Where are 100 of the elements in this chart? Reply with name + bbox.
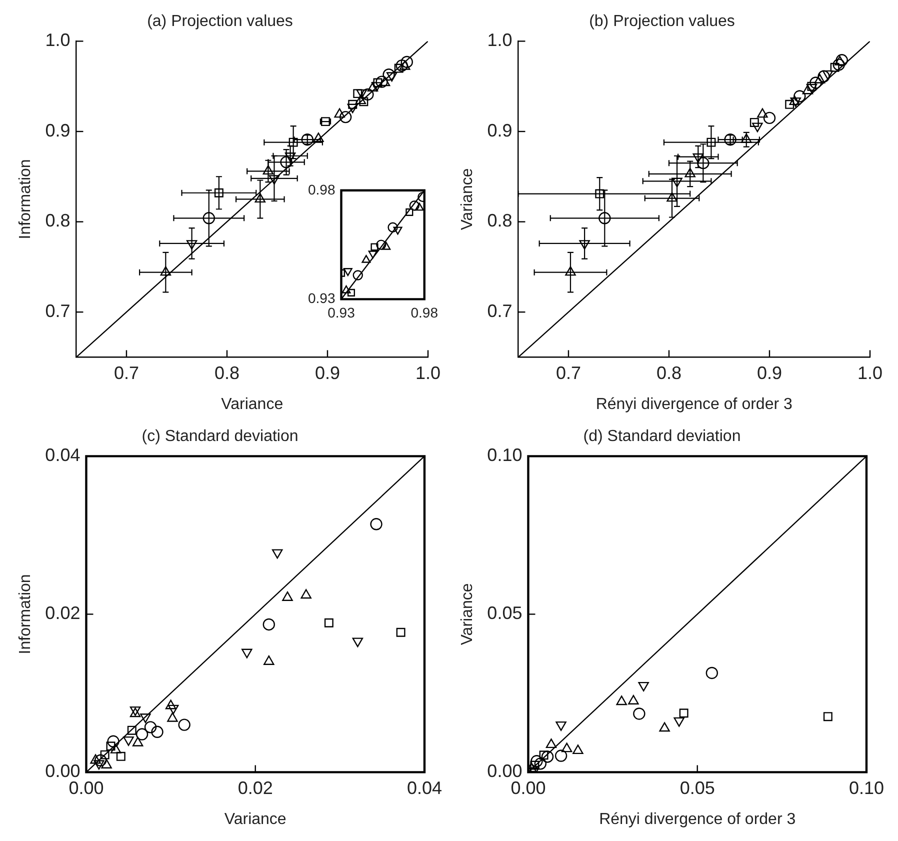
point [394,64,404,73]
point [264,656,274,665]
point [373,78,382,88]
x-tick-label: 0.10 [848,778,884,798]
point [400,56,413,68]
point [556,721,566,731]
y-tick-label: 0.10 [487,445,522,466]
point [757,108,768,118]
point [94,754,107,766]
point [160,266,172,276]
point [352,270,363,280]
x-tick-label: 0.7 [114,362,139,383]
point [127,726,136,735]
point [165,700,176,710]
y-tick-label: 1.0 [487,30,512,50]
point [823,712,832,722]
point [288,138,298,147]
point [262,618,275,631]
x-axis-title: Rényi divergence of order 3 [599,810,796,828]
point [814,74,826,84]
point [396,628,406,637]
point [706,666,718,680]
point [348,100,358,109]
point [368,250,378,259]
point [409,200,420,211]
point [818,70,830,83]
point [376,76,388,88]
point [342,285,351,294]
point [834,56,846,66]
point [659,722,670,732]
point [202,212,215,224]
point [666,192,678,202]
point [382,242,391,250]
point [301,134,314,146]
point [324,618,334,628]
x-tick-label: 0.02 [238,778,273,798]
y-tick-label: 0.9 [487,120,512,140]
point [106,742,116,751]
point [741,134,752,143]
point [379,76,390,86]
point [546,738,557,748]
point [530,755,543,768]
point [214,188,224,198]
point [406,208,414,216]
x-tick-label: 0.7 [556,362,581,383]
point [561,742,572,752]
point [822,70,834,80]
point [254,193,266,203]
point [313,132,324,142]
point [396,59,408,72]
y-tick-label: 0.8 [487,210,512,231]
point [334,108,345,118]
point [136,728,148,740]
point [370,518,382,530]
point [300,589,312,599]
point [836,54,848,66]
point [598,212,611,224]
y-tick-label: 0.02 [45,603,80,624]
x-axis-title: Rényi divergence of order 3 [596,396,792,413]
y-axis-title: Variance [459,583,476,646]
point [90,754,101,764]
y-axis-title: Information [17,574,34,654]
chart-title: (b) Projection values [589,13,735,30]
point [132,736,144,746]
point [355,94,366,104]
point [116,752,126,761]
point [628,695,639,704]
point [750,118,759,127]
point [554,750,568,762]
point [541,750,554,763]
point [280,156,292,168]
point [534,758,547,770]
point [388,222,398,232]
chart-title: (d) Standard deviation [583,428,741,446]
point [830,62,840,72]
y-tick-label: 0.8 [45,210,70,231]
point [167,712,178,722]
point [347,288,356,296]
x-axis-title: Variance [224,810,286,828]
x-tick-label: 0.05 [680,778,715,798]
y-tick-label: 0.04 [45,445,80,466]
x-tick-label: 1.0 [415,362,441,383]
point [565,266,576,276]
point [362,254,371,263]
point [262,165,274,175]
point [339,110,352,124]
point [806,84,818,94]
point [794,90,806,102]
point [785,100,794,109]
x-tick-label: 0.9 [756,362,782,383]
y-tick-label: 0.9 [45,120,70,140]
point [674,717,684,727]
point [343,268,352,276]
point [359,97,368,106]
x-axis-title: Variance [221,396,284,413]
point [802,84,814,94]
point [151,726,164,738]
point [353,89,362,98]
point [724,134,736,146]
point [362,88,374,101]
